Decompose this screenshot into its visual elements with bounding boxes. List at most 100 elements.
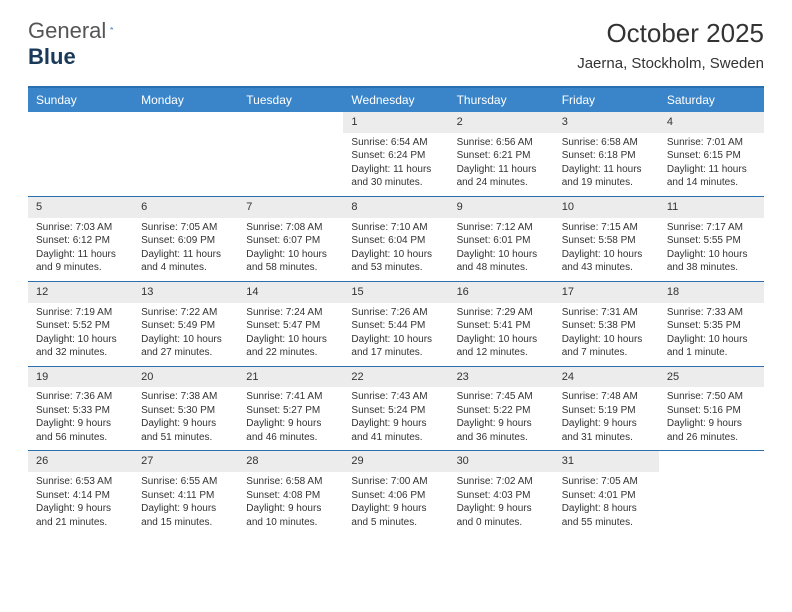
sunrise-text: Sunrise: 7:45 AM (457, 390, 546, 404)
daylight-text: Daylight: 11 hours and 14 minutes. (667, 163, 756, 190)
day-number: 20 (133, 367, 238, 388)
sunset-text: Sunset: 4:03 PM (457, 489, 546, 503)
day-cell: 13Sunrise: 7:22 AMSunset: 5:49 PMDayligh… (133, 282, 238, 366)
sunset-text: Sunset: 5:44 PM (351, 319, 440, 333)
day-header-thursday: Thursday (449, 88, 554, 112)
day-cell: 24Sunrise: 7:48 AMSunset: 5:19 PMDayligh… (554, 367, 659, 451)
sunrise-text: Sunrise: 7:33 AM (667, 306, 756, 320)
daylight-text: Daylight: 9 hours and 51 minutes. (141, 417, 230, 444)
day-cell: 11 Sunrise: 7:17 AMSunset: 5:55 PMDayligh… (659, 197, 764, 281)
daylight-text: Daylight: 9 hours and 21 minutes. (36, 502, 125, 529)
day-details: Sunrise: 7:12 AMSunset: 6:01 PMDaylight:… (449, 221, 554, 275)
daylight-text: Daylight: 9 hours and 46 minutes. (246, 417, 335, 444)
sunset-text: Sunset: 6:12 PM (36, 234, 125, 248)
sunrise-text: Sunrise: 6:54 AM (351, 136, 440, 150)
sunset-text: Sunset: 4:06 PM (351, 489, 440, 503)
day-cell: 6Sunrise: 7:05 AMSunset: 6:09 PMDaylight… (133, 197, 238, 281)
day-header-monday: Monday (133, 88, 238, 112)
sunset-text: Sunset: 6:04 PM (351, 234, 440, 248)
daylight-text: Daylight: 10 hours and 58 minutes. (246, 248, 335, 275)
day-details: Sunrise: 6:58 AMSunset: 4:08 PMDaylight:… (238, 475, 343, 529)
daylight-text: Daylight: 11 hours and 4 minutes. (141, 248, 230, 275)
daylight-text: Daylight: 9 hours and 56 minutes. (36, 417, 125, 444)
daylight-text: Daylight: 10 hours and 22 minutes. (246, 333, 335, 360)
day-number: 1 (343, 112, 448, 133)
day-cell: 1 Sunrise: 6:54 AMSunset: 6:24 PMDaylight… (343, 112, 448, 196)
sunrise-text: Sunrise: 7:03 AM (36, 221, 125, 235)
daylight-text: Daylight: 11 hours and 30 minutes. (351, 163, 440, 190)
day-number: 9 (449, 197, 554, 218)
day-header-wednesday: Wednesday (343, 88, 448, 112)
sunset-text: Sunset: 6:18 PM (562, 149, 651, 163)
day-details: Sunrise: 7:33 AMSunset: 5:35 PMDaylight:… (659, 306, 764, 360)
day-details: Sunrise: 7:17 AMSunset: 5:55 PMDaylight:… (659, 221, 764, 275)
daylight-text: Daylight: 11 hours and 24 minutes. (457, 163, 546, 190)
day-cell: 22Sunrise: 7:43 AMSunset: 5:24 PMDayligh… (343, 367, 448, 451)
daylight-text: Daylight: 9 hours and 15 minutes. (141, 502, 230, 529)
day-header-row: SundayMondayTuesdayWednesdayThursdayFrid… (28, 88, 764, 112)
page-header: General October 2025 Jaerna, Stockholm, … (0, 0, 792, 80)
day-cell: 23Sunrise: 7:45 AMSunset: 5:22 PMDayligh… (449, 367, 554, 451)
day-cell: 17Sunrise: 7:31 AMSunset: 5:38 PMDayligh… (554, 282, 659, 366)
daylight-text: Daylight: 10 hours and 38 minutes. (667, 248, 756, 275)
day-details: Sunrise: 6:58 AMSunset: 6:18 PMDaylight:… (554, 136, 659, 190)
day-cell: 18Sunrise: 7:33 AMSunset: 5:35 PMDayligh… (659, 282, 764, 366)
day-number: 23 (449, 367, 554, 388)
sunset-text: Sunset: 6:24 PM (351, 149, 440, 163)
day-header-saturday: Saturday (659, 88, 764, 112)
day-details: Sunrise: 7:43 AMSunset: 5:24 PMDaylight:… (343, 390, 448, 444)
day-header-friday: Friday (554, 88, 659, 112)
day-number: 14 (238, 282, 343, 303)
day-details: Sunrise: 7:31 AMSunset: 5:38 PMDaylight:… (554, 306, 659, 360)
sunrise-text: Sunrise: 7:22 AM (141, 306, 230, 320)
sunset-text: Sunset: 4:08 PM (246, 489, 335, 503)
sunrise-text: Sunrise: 7:05 AM (562, 475, 651, 489)
day-number: 12 (28, 282, 133, 303)
sunset-text: Sunset: 5:19 PM (562, 404, 651, 418)
sunset-text: Sunset: 6:15 PM (667, 149, 756, 163)
sunrise-text: Sunrise: 6:53 AM (36, 475, 125, 489)
daylight-text: Daylight: 10 hours and 7 minutes. (562, 333, 651, 360)
day-number: 31 (554, 451, 659, 472)
day-number: 2 (449, 112, 554, 133)
day-cell: 4 Sunrise: 7:01 AMSunset: 6:15 PMDaylight… (659, 112, 764, 196)
daylight-text: Daylight: 9 hours and 10 minutes. (246, 502, 335, 529)
sunset-text: Sunset: 5:41 PM (457, 319, 546, 333)
day-cell: 2Sunrise: 6:56 AMSunset: 6:21 PMDaylight… (449, 112, 554, 196)
day-number: 4 (659, 112, 764, 133)
daylight-text: Daylight: 9 hours and 5 minutes. (351, 502, 440, 529)
day-number: 29 (343, 451, 448, 472)
brand-word2: Blue (28, 44, 76, 69)
day-number: 7 (238, 197, 343, 218)
day-number: 3 (554, 112, 659, 133)
sunrise-text: Sunrise: 7:12 AM (457, 221, 546, 235)
daylight-text: Daylight: 9 hours and 26 minutes. (667, 417, 756, 444)
sunrise-text: Sunrise: 7:43 AM (351, 390, 440, 404)
day-details: Sunrise: 6:54 AMSunset: 6:24 PMDaylight:… (343, 136, 448, 190)
sunset-text: Sunset: 5:38 PM (562, 319, 651, 333)
day-details: Sunrise: 7:00 AMSunset: 4:06 PMDaylight:… (343, 475, 448, 529)
day-details: Sunrise: 7:01 AMSunset: 6:15 PMDaylight:… (659, 136, 764, 190)
day-cell: 30Sunrise: 7:02 AMSunset: 4:03 PMDayligh… (449, 451, 554, 535)
day-cell: 9 Sunrise: 7:12 AMSunset: 6:01 PMDaylight… (449, 197, 554, 281)
day-number: 8 (343, 197, 448, 218)
day-cell: 29 Sunrise: 7:00 AMSunset: 4:06 PMDayligh… (343, 451, 448, 535)
sunrise-text: Sunrise: 6:56 AM (457, 136, 546, 150)
day-number: 5 (28, 197, 133, 218)
day-cell: 7Sunrise: 7:08 AMSunset: 6:07 PMDaylight… (238, 197, 343, 281)
brand-logo: General (28, 18, 132, 44)
sunset-text: Sunset: 4:01 PM (562, 489, 651, 503)
sunrise-text: Sunrise: 7:26 AM (351, 306, 440, 320)
sunrise-text: Sunrise: 6:58 AM (562, 136, 651, 150)
day-number: 11 (659, 197, 764, 218)
sunset-text: Sunset: 5:30 PM (141, 404, 230, 418)
daylight-text: Daylight: 10 hours and 53 minutes. (351, 248, 440, 275)
title-block: October 2025 Jaerna, Stockholm, Sweden (577, 18, 764, 72)
sunset-text: Sunset: 6:01 PM (457, 234, 546, 248)
calendar: SundayMondayTuesdayWednesdayThursdayFrid… (28, 86, 764, 535)
day-cell: 15Sunrise: 7:26 AMSunset: 5:44 PMDayligh… (343, 282, 448, 366)
sunset-text: Sunset: 5:24 PM (351, 404, 440, 418)
sunset-text: Sunset: 5:33 PM (36, 404, 125, 418)
day-number: 16 (449, 282, 554, 303)
day-details: Sunrise: 7:05 AMSunset: 4:01 PMDaylight:… (554, 475, 659, 529)
